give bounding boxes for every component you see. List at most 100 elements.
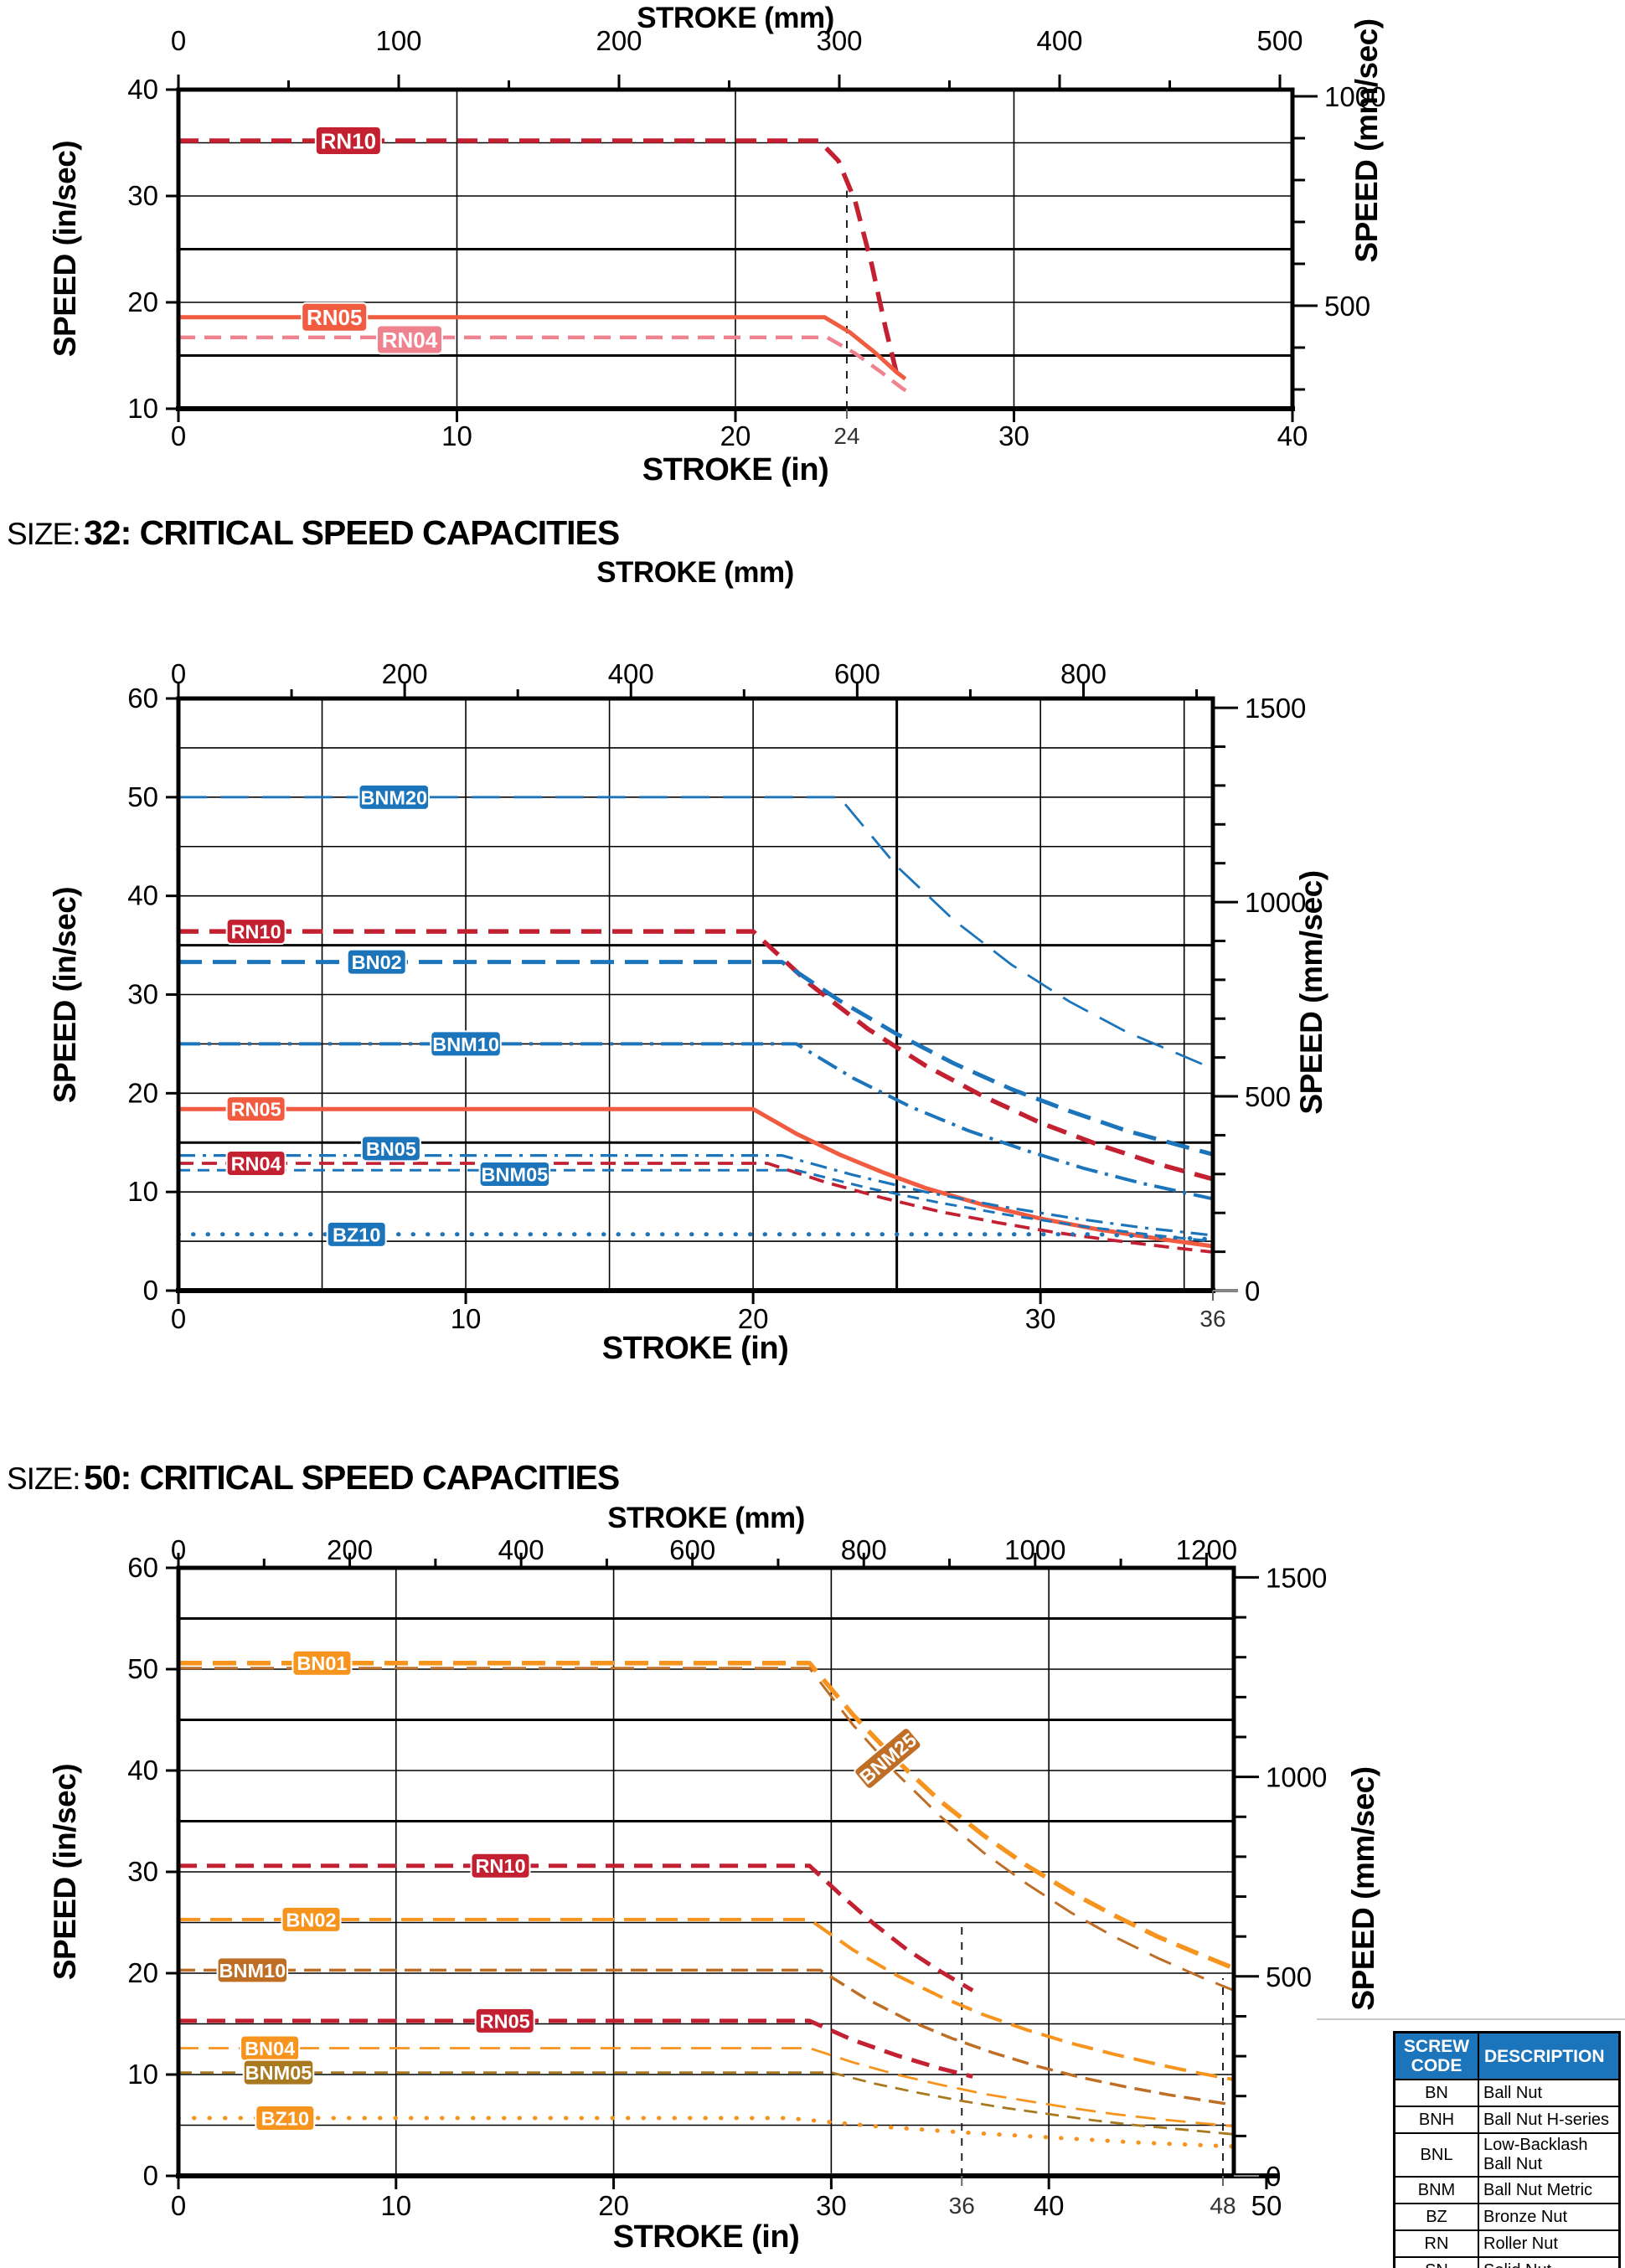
svg-text:BNM05: BNM05 xyxy=(482,1163,549,1185)
series-label-BNM05: BNM05 xyxy=(242,2059,315,2086)
legend-row-BNH: BNH Ball Nut H-series xyxy=(1393,2106,1621,2135)
series-label-BNM25: BNM25 xyxy=(854,1727,922,1790)
series-label-BZ10: BZ10 xyxy=(255,2105,316,2132)
chart2-plot: BNM20 RN10 BN02 BNM10 RN05 BN05 RN04 BNM05 BZ10 0… xyxy=(127,658,1306,1334)
series-lines xyxy=(178,138,912,396)
tick-label: 0 xyxy=(171,1303,186,1334)
chart3-top-axis-title: STROKE (mm) xyxy=(607,1502,805,1534)
legend-code: BNM xyxy=(1393,2176,1479,2205)
svg-text:BN05: BN05 xyxy=(366,1138,416,1160)
tick-label: 0 xyxy=(1266,2161,1281,2192)
tick-label: 20 xyxy=(127,1957,158,1988)
series-label-BN01: BN01 xyxy=(291,1649,353,1677)
tick-label: 40 xyxy=(1277,420,1308,451)
tick-label: 60 xyxy=(127,1552,158,1583)
svg-text:BN02: BN02 xyxy=(352,951,402,973)
chart3-left-axis-title: SPEED (in/sec) xyxy=(48,1763,82,1981)
tick-label: 30 xyxy=(127,979,158,1010)
tick-label: 20 xyxy=(738,1303,769,1334)
series-line-BN05 xyxy=(178,1154,1213,1237)
series-line-BN04 xyxy=(178,2047,1234,2128)
tick-label: 30 xyxy=(127,180,158,211)
tick-label: 50 xyxy=(127,781,158,812)
svg-text:RN10: RN10 xyxy=(321,128,376,153)
tick-label: 500 xyxy=(1245,1081,1291,1112)
chart2-top-axis-title: STROKE (mm) xyxy=(596,556,794,589)
legend-code: RN xyxy=(1393,2229,1479,2259)
series-label-BN02: BN02 xyxy=(281,1905,342,1933)
legend-header-row: SCREW CODE DESCRIPTION xyxy=(1393,2031,1621,2081)
series-label-BNM10: BNM10 xyxy=(430,1030,502,1058)
tick-label: 500 xyxy=(1266,1961,1312,1992)
series-label-BNM10: BNM10 xyxy=(216,1956,289,1984)
tick-label: 500 xyxy=(1256,25,1303,56)
legend-code: SN xyxy=(1393,2256,1479,2268)
legend-code: BN xyxy=(1393,2079,1479,2108)
tick-label: 20 xyxy=(598,2190,629,2221)
series-line-RN10 xyxy=(178,138,900,376)
tick-label: 36 xyxy=(1199,1306,1225,1332)
tick-label: 200 xyxy=(327,1534,373,1565)
legend-description: Ball Nut Metric xyxy=(1478,2176,1621,2205)
series-label-RN10: RN10 xyxy=(225,918,286,946)
tick-label: 800 xyxy=(841,1534,887,1565)
series-label-BN04: BN04 xyxy=(240,2034,301,2062)
tick-label: 500 xyxy=(1324,291,1370,322)
series-label-BN05: BN05 xyxy=(360,1135,421,1162)
chart1-left-axis-title: SPEED (in/sec) xyxy=(48,140,82,358)
tick-label: 400 xyxy=(498,1534,544,1565)
series-line-BN02 xyxy=(178,1917,1234,2081)
legend-row-BNM: BNM Ball Nut Metric xyxy=(1393,2176,1621,2205)
tick-label: 200 xyxy=(382,658,428,689)
legend-row-BZ: BZ Bronze Nut xyxy=(1393,2203,1621,2232)
svg-text:RN04: RN04 xyxy=(382,327,438,353)
chart3-plot: BN01 BNM25 RN10 BN02 BNM10 RN05 BN04 BNM05 BZ10 0… xyxy=(127,1534,1327,2221)
series-label-BN02: BN02 xyxy=(346,948,407,976)
tick-label: 10 xyxy=(451,1303,482,1334)
svg-text:RN10: RN10 xyxy=(231,921,281,943)
tick-label: 0 xyxy=(143,1275,158,1306)
tick-label: 50 xyxy=(127,1653,158,1684)
tick-label: 30 xyxy=(1025,1303,1056,1334)
legend-body: BN Ball Nut BNH Ball Nut H-series BNL Low-Bac… xyxy=(1393,2079,1621,2268)
tick-label: 20 xyxy=(720,420,751,451)
series-label-RN10: RN10 xyxy=(470,1852,531,1879)
series-line-BNM05 xyxy=(178,2071,1234,2136)
chart1-right-axis-title: SPEED (mm/sec) xyxy=(1349,18,1384,263)
svg-text:RN04: RN04 xyxy=(231,1152,281,1174)
size50-title-prefix: SIZE: xyxy=(7,1461,81,1496)
svg-text:BZ10: BZ10 xyxy=(261,2107,309,2129)
svg-text:RN05: RN05 xyxy=(307,305,362,330)
tick-label: 800 xyxy=(1060,658,1107,689)
tick-label: 40 xyxy=(1034,2190,1065,2221)
series-label-RN10: RN10 xyxy=(314,125,382,156)
tick-label: 1000 xyxy=(1266,1762,1327,1793)
size50-title: SIZE: 50: CRITICAL SPEED CAPACITIES xyxy=(7,1456,620,1499)
tick-label: 300 xyxy=(816,25,862,56)
legend-header-description: DESCRIPTION xyxy=(1478,2031,1621,2081)
tick-label: 30 xyxy=(998,420,1029,451)
tick-label: 10 xyxy=(380,2190,411,2221)
legend-code: BNL xyxy=(1393,2132,1479,2178)
legend-table: SCREW CODE DESCRIPTION BN Ball Nut BNH Ball… xyxy=(1393,2031,1621,2268)
tick-label: 30 xyxy=(816,2190,847,2221)
tick-label: 40 xyxy=(127,74,158,105)
tick-label: 40 xyxy=(127,1755,158,1786)
tick-label: 24 xyxy=(833,423,859,449)
series-line-BN02 xyxy=(178,960,1213,1157)
series-line-RN10 xyxy=(178,1863,974,1992)
svg-text:BNM20: BNM20 xyxy=(360,786,427,808)
legend-row-RN: RN Roller Nut xyxy=(1393,2229,1621,2259)
series-label-RN04: RN04 xyxy=(225,1149,286,1177)
tick-label: 1500 xyxy=(1245,693,1306,724)
size32-title: SIZE: 32: CRITICAL SPEED CAPACITIES xyxy=(7,511,620,554)
tick-label: 1000 xyxy=(1004,1534,1065,1565)
svg-text:RN05: RN05 xyxy=(231,1099,281,1121)
legend-description: Low-Backlash Ball Nut xyxy=(1478,2132,1621,2178)
chart3-right-axis-title: SPEED (mm/sec) xyxy=(1346,1766,1380,2011)
size32-title-main: 32: CRITICAL SPEED CAPACITIES xyxy=(83,513,620,552)
tick-label: 0 xyxy=(171,25,186,56)
svg-text:BN04: BN04 xyxy=(245,2038,295,2059)
series-label-BNM05: BNM05 xyxy=(478,1160,551,1188)
